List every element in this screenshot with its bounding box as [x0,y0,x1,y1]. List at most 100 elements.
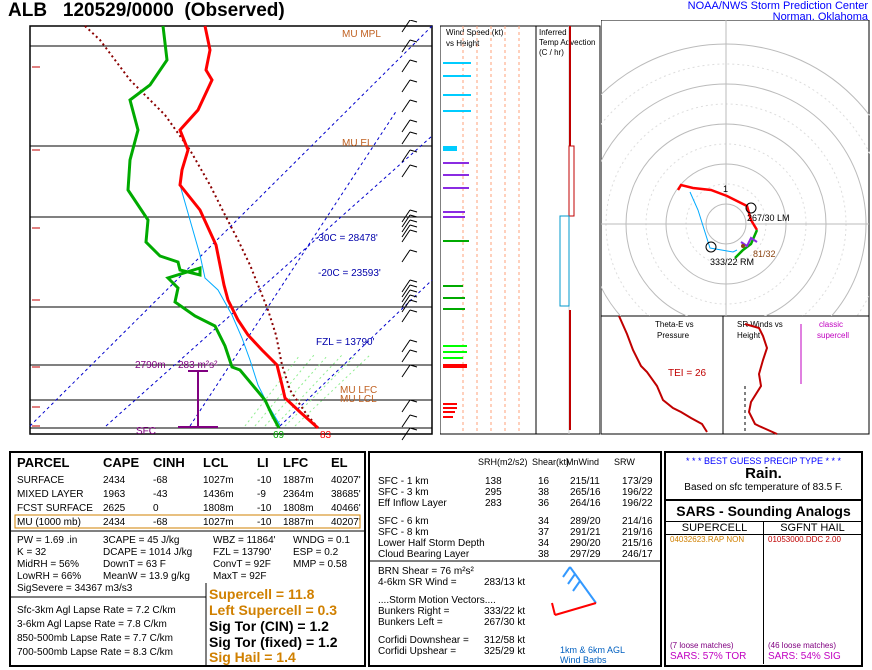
parcel-cell: -68 [153,475,168,486]
org-line-1: NOAA/NWS Storm Prediction Center [687,0,868,12]
hodo-lm-label: 267/30 LM [747,213,790,223]
kine-cell: 219/16 [622,527,653,538]
kine-cell: 34 [538,516,550,527]
org-line-2: Norman, Oklahoma [772,11,868,23]
sars-hail-hdr: SGFNT HAIL [764,522,861,535]
wind-barb-flag [409,414,418,418]
wind-barb [401,214,411,228]
sr-wind-label: 4-6km SR Wind = [378,577,457,588]
tei-label: TEI = 26 [668,368,707,379]
lapse-rate: 3-6km Agl Lapse Rate = 7.8 C/km [17,619,167,630]
isotherm [29,25,433,427]
hodo-mean-marker [741,244,745,248]
sr-winds-frame [723,316,870,435]
left-supercell-value: Left Supercell = 0.3 [209,602,337,618]
precip-title: * * * BEST GUESS PRECIP TYPE * * * [685,456,842,466]
sig-tor-cin-value: Sig Tor (CIN) = 1.2 [209,618,329,634]
parcel-cell: 1808m [203,503,234,514]
wind-barb-flag [409,164,418,168]
kine-cell: 16 [538,476,550,487]
wind-barb [401,249,411,263]
kine-cell: Eff Inflow Layer [378,498,447,509]
wetbulb-trace [179,184,281,426]
kine-cell: 196/22 [622,498,653,509]
sr-winds-trace [744,323,778,435]
theta-e-frame [601,316,724,435]
sig-hail-value: Sig Hail = 1.4 [209,649,296,665]
kine-cell: 289/20 [570,516,601,527]
sars-panel: SARS - Sounding Analogs SUPERCELL 040326… [664,499,863,667]
bunkers-right-value: 333/22 kt [484,606,525,617]
precip-value: Rain. [745,465,782,482]
mixing-ratio-line [274,354,343,427]
parcel-cell: 2625 [103,503,126,514]
wind-barb-flag [409,279,418,283]
brn-shear: BRN Shear = 76 m²s² [378,566,475,577]
wind-barb-flag [409,349,418,353]
kine-cell: 196/22 [622,487,653,498]
wind-barb-flag [409,364,418,368]
barbs-note-1: 1km & 6km AGL [560,645,625,655]
temp-adv-title-3: (C / hr) [539,48,564,57]
wind-barb [401,20,411,33]
theta-e-trace [618,316,708,433]
sars-supercell-col: SUPERCELL 04032623.RAP NON (7 loose matc… [666,522,764,664]
mu-lcl-label: MU LCL [340,394,377,405]
wind-barb [401,39,411,53]
parcel-cell: 1436m [203,489,234,500]
wind-speed-frame [440,25,537,435]
wind-barb [401,299,411,313]
lapse-rates: Sfc-3km Agl Lapse Rate = 7.2 C/km 3-6km A… [17,605,176,658]
kine-cell: 291/21 [570,527,601,538]
parcel-cell: 40207' [331,517,361,528]
parcel-cell: 40466' [331,503,361,514]
sr-title-2: Height [737,331,761,340]
kine-cell: 264/16 [570,498,601,509]
bunkers-left-value: 267/30 kt [484,617,525,628]
parcel-cell: 1027m [203,517,234,528]
parcel-cell: 1808m [283,503,314,514]
kine-cell: SFC - 8 km [378,527,429,538]
barb-6km-flag-2 [567,573,576,585]
sounding-title: ALB 120529/0000 (Observed) [8,0,285,21]
mu-mpl-label: MU MPL [342,29,381,40]
kine-cell: SFC - 3 km [378,487,429,498]
sr-supercell: supercell [817,331,849,340]
mixing-ratio-line [294,354,371,427]
sr-title-1: SR Winds vs [737,320,783,329]
barb-6km-shaft [569,566,597,604]
wind-barb [401,131,411,145]
supercell-value: Supercell = 11.8 [209,586,315,602]
kine-cell: 36 [538,498,550,509]
kine-cell: Cloud Bearing Layer [378,549,470,560]
wind-barb-flag [409,214,418,218]
sars-hail-loose: (46 loose matches) [768,641,837,650]
height-labels [32,66,40,427]
parcel-cell: 1963 [103,489,126,500]
bunkers-left-label: Bunkers Left = [378,617,443,628]
parcel-cell: 0 [153,503,159,514]
parcel-header: LCL [203,455,228,470]
kine-cell: 138 [485,476,502,487]
thermo-index: SigSevere = 34367 m3/s3 [17,583,133,594]
kinematic-svg: SRH(m2/s2) Shear(kt)MnWind SRW SFC - 1 km 13… [370,457,660,665]
parcel-header: CAPE [103,455,139,470]
kine-cell: 214/16 [622,516,653,527]
wind-barb-flag [409,219,418,223]
kine-cell: 38 [538,549,550,560]
org-label: NOAA/NWS Storm Prediction Center Norman,… [688,1,868,23]
parcel-header: PARCEL [17,455,70,470]
temp-adv-panel: Inferred Temp Advection (C / hr) [536,25,601,435]
eff-srh-label: 283 m²s² [178,360,218,371]
kine-cell: 246/17 [622,549,653,560]
lapse-rate: 700-500mb Lapse Rate = 8.3 C/km [17,647,173,658]
corfidi-up-label: Corfidi Upshear = [378,646,456,657]
parcel-cell: -10 [257,517,272,528]
parcel-trace [84,25,319,429]
theta-e-panel: Theta-E vs Pressure TEI = 26 [601,316,724,435]
wind-speed-title-2: vs Height [446,39,480,48]
wind-barb-flag [409,399,418,403]
parcel-cell: MIXED LAYER [17,489,84,500]
sr-winds-panel: SR Winds vs Height classic supercell [723,316,870,435]
kine-header: SRH(m2/s2) [478,457,528,467]
